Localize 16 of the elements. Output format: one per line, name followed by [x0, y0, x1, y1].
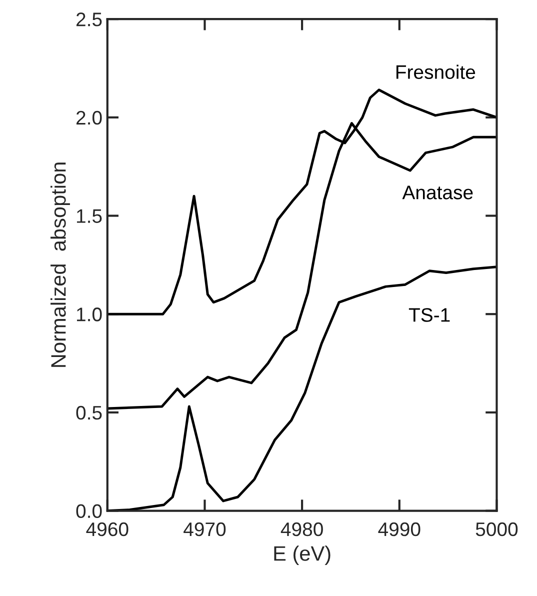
x-tick-label: 4990: [378, 522, 420, 536]
x-axis-title: E (eV): [274, 546, 330, 565]
y-tick-label: 2.0: [76, 110, 102, 125]
x-tick-label: 5000: [476, 522, 518, 536]
series-label: Fresnoite: [396, 64, 476, 79]
x-tick-label: 4960: [86, 522, 128, 536]
y-tick-label: 1.5: [76, 209, 102, 223]
series-label: Anatase: [402, 186, 473, 200]
y-axis-title: Normalized absoption: [50, 162, 70, 367]
x-tick-label: 4970: [184, 522, 226, 536]
y-tick-label: 2.5: [76, 12, 102, 26]
y-tick-label: 0.0: [76, 504, 102, 518]
y-tick-label: 0.5: [76, 406, 102, 420]
x-tick-label: 4980: [280, 522, 323, 536]
series-label: TS-1: [408, 308, 450, 322]
y-tick-label: 1.0: [76, 308, 102, 322]
